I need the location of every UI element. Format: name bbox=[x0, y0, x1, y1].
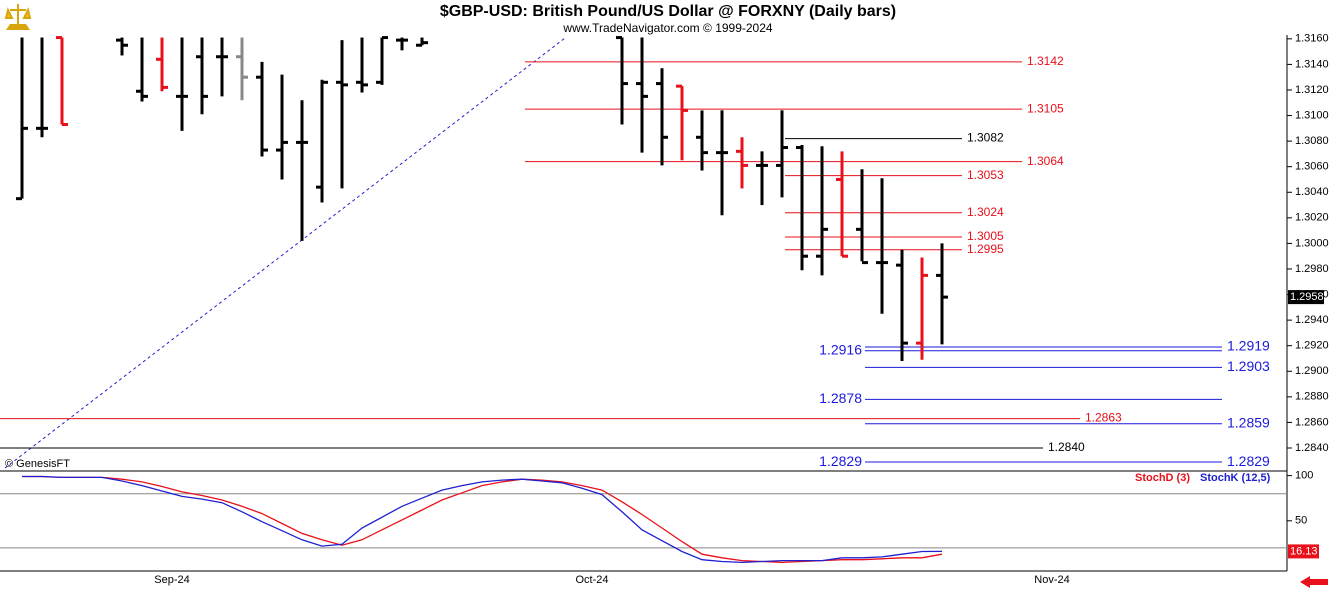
x-tick-label: Nov-24 bbox=[1034, 574, 1069, 586]
level-label: 1.3142 bbox=[1027, 54, 1064, 68]
credit: © GenesisFT bbox=[5, 458, 70, 470]
x-tick-label: Sep-24 bbox=[154, 574, 189, 586]
y-tick-label: 1.2900 bbox=[1295, 365, 1329, 377]
y-tick-label: 1.2920 bbox=[1295, 340, 1329, 352]
level-label: 1.3105 bbox=[1027, 101, 1064, 115]
y-tick-label: 1.3140 bbox=[1295, 58, 1329, 70]
logo bbox=[4, 4, 32, 30]
last-value: 16.13 bbox=[1290, 545, 1318, 557]
stoch-line bbox=[22, 475, 943, 564]
scroll-arrow[interactable] bbox=[1300, 576, 1328, 588]
y-tick-label: 1.3080 bbox=[1295, 135, 1329, 147]
y-tick-label: 1.3040 bbox=[1295, 186, 1329, 198]
level-label: 1.2916 bbox=[819, 342, 862, 358]
level-label: 1.2859 bbox=[1227, 414, 1270, 430]
y-tick-label: 1.3160 bbox=[1295, 33, 1329, 45]
last-value-box bbox=[1288, 544, 1319, 559]
trend-line bbox=[4, 37, 566, 469]
last-price: 1.2958 bbox=[1290, 291, 1324, 303]
level-label: 1.3005 bbox=[967, 229, 1004, 243]
last-price-box bbox=[1288, 290, 1324, 305]
level-label: 1.3053 bbox=[967, 168, 1004, 182]
stoch-panel bbox=[0, 475, 1287, 564]
level-label: 1.2919 bbox=[1227, 338, 1270, 354]
y-tick-label: 1.3000 bbox=[1295, 237, 1329, 249]
chart-title: $GBP-USD: British Pound/US Dollar @ FORX… bbox=[440, 3, 896, 20]
level-label: 1.2840 bbox=[1048, 440, 1085, 454]
level-label: 1.2878 bbox=[819, 390, 862, 406]
level-label: 1.2863 bbox=[1085, 411, 1122, 425]
y-tick-label: 1.2880 bbox=[1295, 391, 1329, 403]
y-tick-label: 1.3060 bbox=[1295, 161, 1329, 173]
subtitle: www.TradeNavigator.com © 1999-2024 bbox=[562, 21, 772, 35]
level-label: 1.2829 bbox=[1227, 453, 1270, 469]
y-tick-label: 1.3100 bbox=[1295, 109, 1329, 121]
stoch-line bbox=[22, 475, 943, 564]
y-tick-label: 1.2840 bbox=[1295, 442, 1329, 454]
x-tick-label: Oct-24 bbox=[575, 574, 608, 586]
y-tick-label: 100 bbox=[1295, 470, 1313, 482]
y-tick-label: 1.2940 bbox=[1295, 314, 1329, 326]
legend-entry: StochK (12,5) bbox=[1200, 472, 1271, 484]
y-tick-label: 1.3020 bbox=[1295, 212, 1329, 224]
level-label: 1.2903 bbox=[1227, 358, 1270, 374]
legend-entry: StochD (3) bbox=[1135, 472, 1190, 484]
level-label: 1.3024 bbox=[967, 205, 1004, 219]
level-label: 1.3082 bbox=[967, 131, 1004, 145]
y-tick-label: 1.2860 bbox=[1295, 416, 1329, 428]
level-label: 1.2829 bbox=[819, 453, 862, 469]
level-label: 1.2995 bbox=[967, 242, 1004, 256]
price-panel bbox=[0, 36, 1222, 463]
y-tick-label: 50 bbox=[1295, 515, 1307, 527]
y-tick-label: 1.2980 bbox=[1295, 263, 1329, 275]
labels: 1.2840 1.2860 1.2880 1.2900 1.2920 1.2940 1.29… bbox=[154, 33, 1328, 586]
level-label: 1.3064 bbox=[1027, 154, 1064, 168]
y-tick-label: 1.3120 bbox=[1295, 84, 1329, 96]
